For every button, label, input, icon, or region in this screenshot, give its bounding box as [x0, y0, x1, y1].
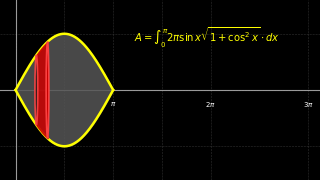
Text: $\pi$: $\pi$ — [110, 100, 116, 108]
Text: $A = \int_{0}^{\pi} 2\pi \sin x\sqrt{1+\cos^2 x} \cdot dx$: $A = \int_{0}^{\pi} 2\pi \sin x\sqrt{1+\… — [134, 25, 280, 49]
Ellipse shape — [46, 42, 49, 138]
Text: $3\pi$: $3\pi$ — [303, 100, 314, 109]
Ellipse shape — [35, 55, 38, 125]
Text: $2\pi$: $2\pi$ — [205, 100, 216, 109]
